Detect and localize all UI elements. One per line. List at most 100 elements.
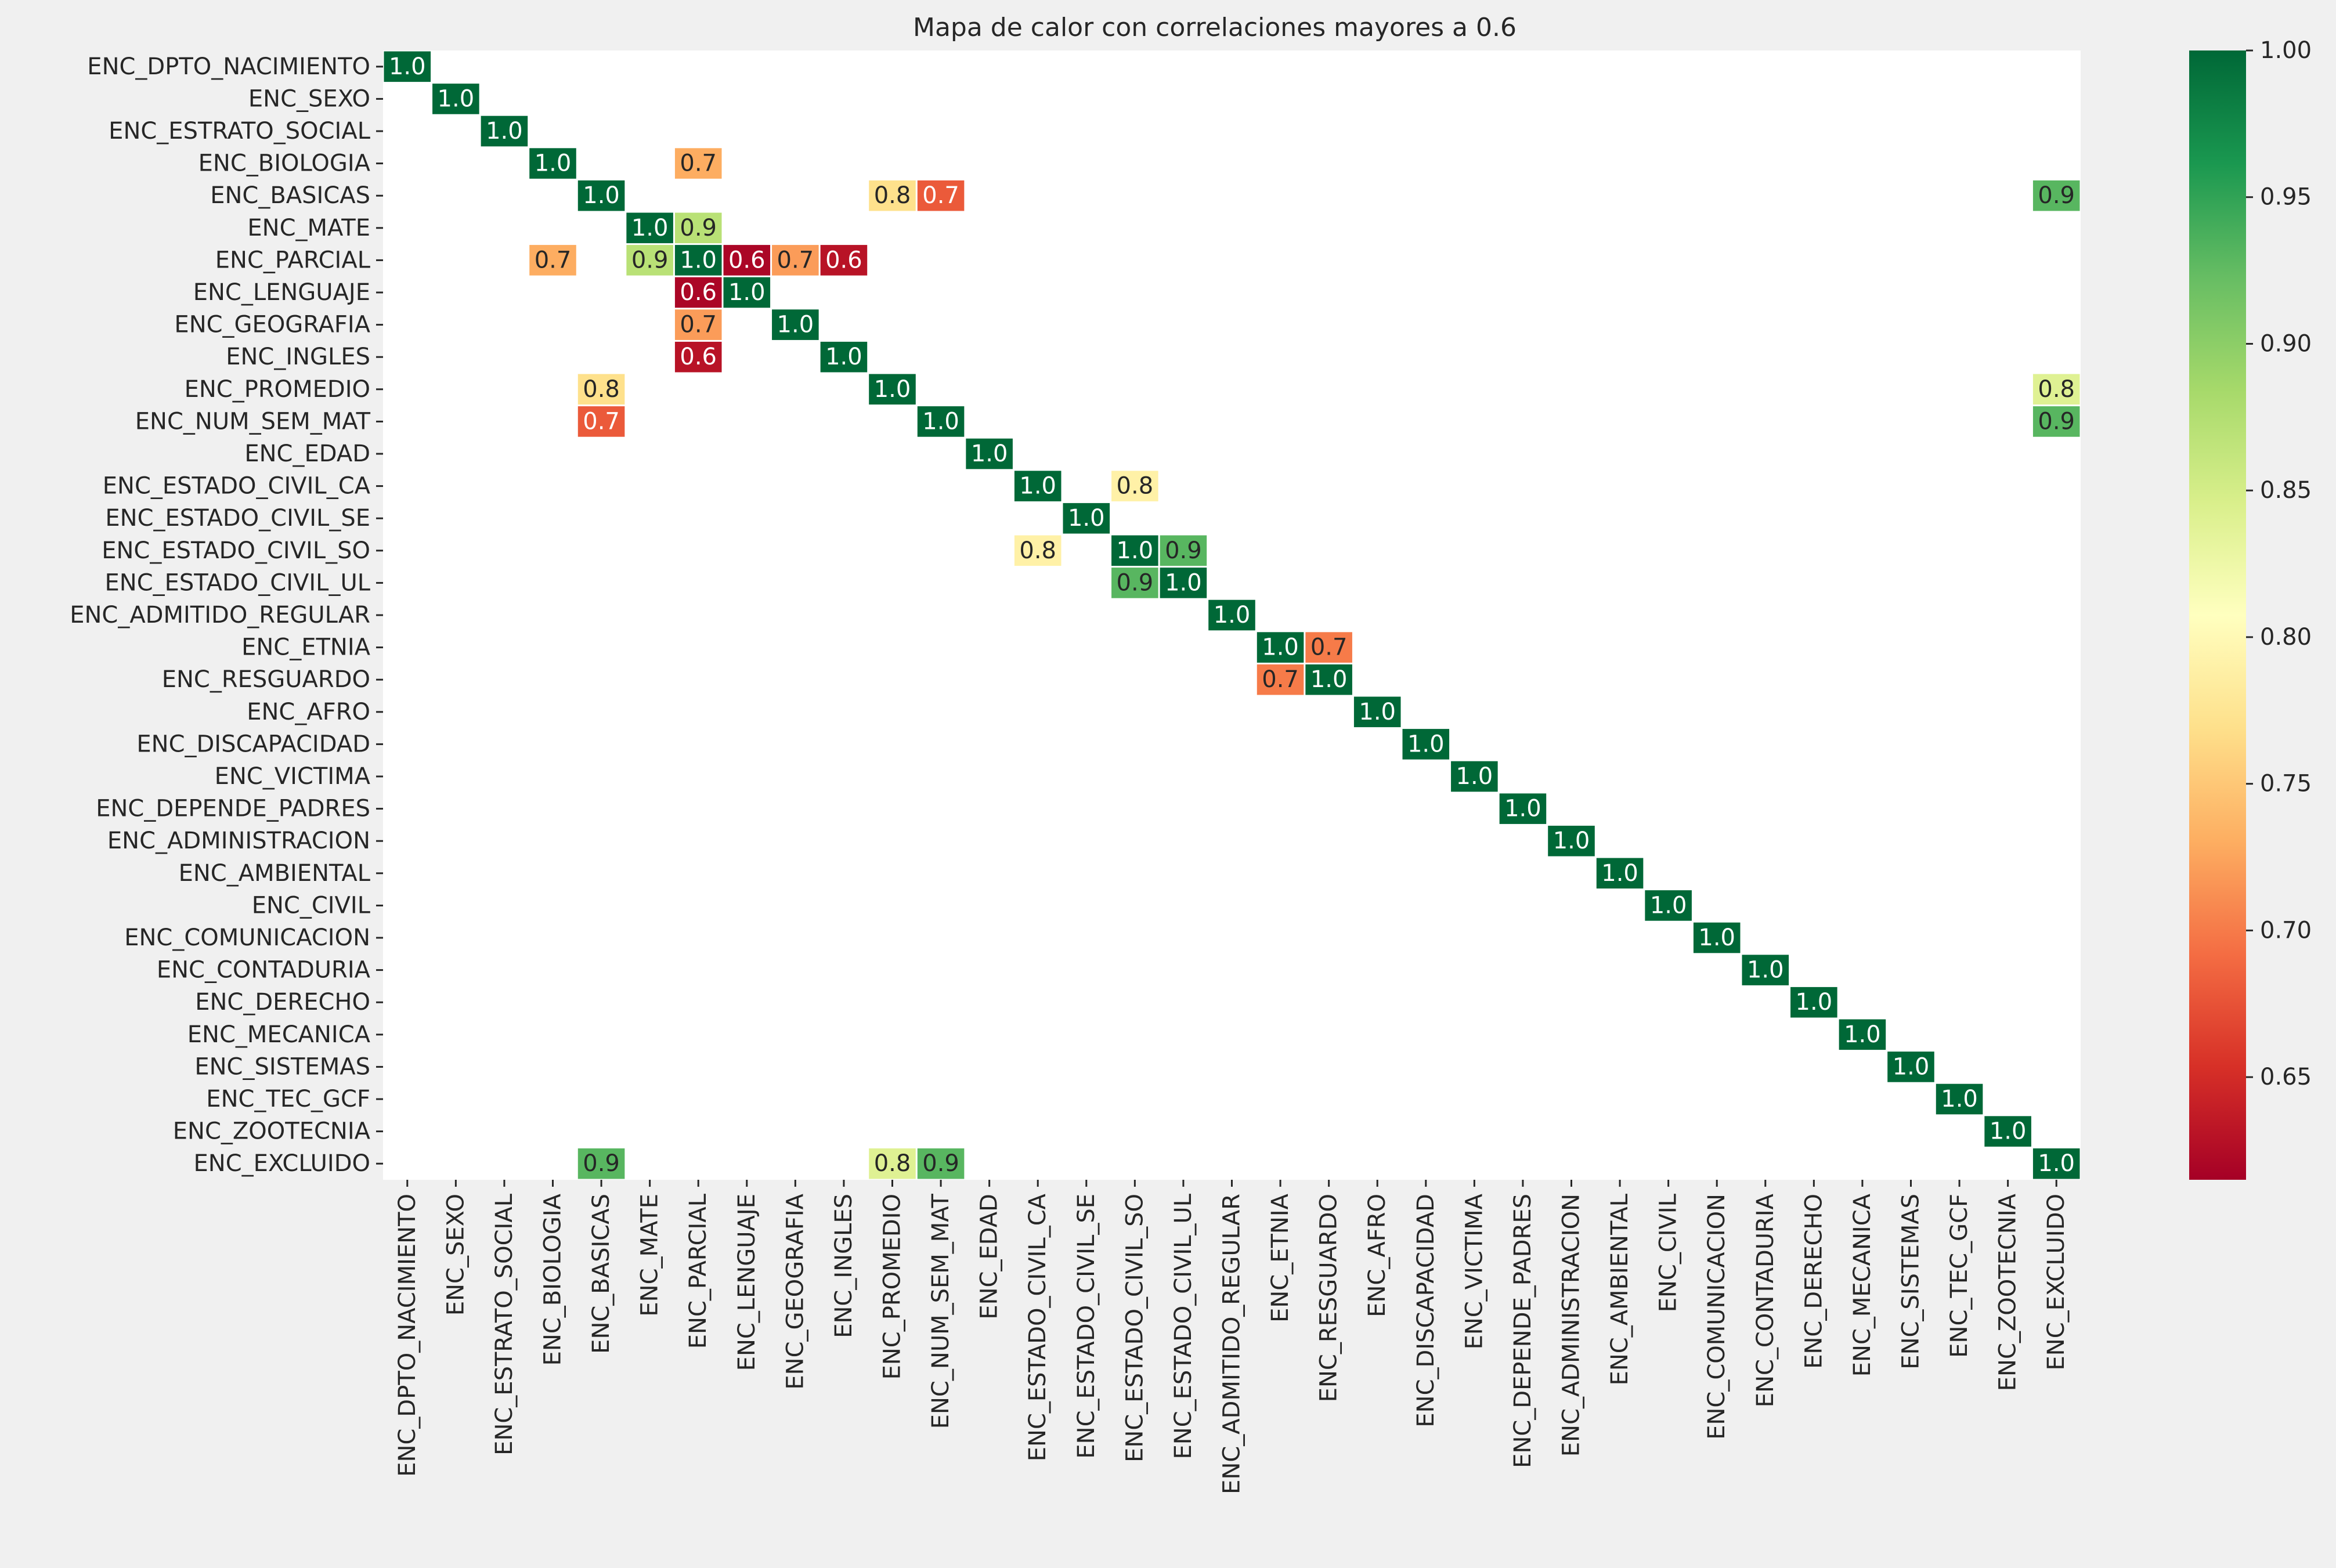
heatmap-cell <box>2032 406 2080 437</box>
cell-value-label: 1.0 <box>1019 473 1056 500</box>
heatmap-cell <box>1936 1083 1983 1115</box>
colorbar-tick-label: 0.65 <box>2260 1064 2312 1090</box>
heatmap-cell <box>723 277 771 308</box>
cell-value-label: 1.0 <box>971 440 1008 467</box>
heatmap-cell <box>1353 696 1401 728</box>
cell-value-label: 0.9 <box>583 1150 620 1177</box>
y-tick-label: ENC_MECANICA <box>187 1021 371 1048</box>
x-tick-label: ENC_ESTADO_CIVIL_SO <box>1121 1194 1148 1462</box>
y-tick-label: ENC_AMBIENTAL <box>179 860 371 887</box>
cell-value-label: 0.6 <box>825 247 862 273</box>
x-tick-label: ENC_PARCIAL <box>685 1193 712 1349</box>
cell-value-label: 1.0 <box>438 85 475 112</box>
cell-value-label: 1.0 <box>1310 666 1348 693</box>
cell-value-label: 1.0 <box>486 118 523 144</box>
heatmap-cell <box>917 406 965 437</box>
heatmap-cells: 0.7 0.8 0.7 0.9 0.9 0.7 0.9 0.6 0.7 0.6 0.6 0.7 0.6 0… <box>384 51 2080 1179</box>
heatmap-cell <box>1160 568 1207 598</box>
y-tick-label: ENC_LENGUAJE <box>193 279 370 306</box>
heatmap-cell <box>1111 535 1158 566</box>
heatmap-cell <box>626 245 673 276</box>
cell-value-label: 0.8 <box>1019 537 1056 564</box>
y-tick-label: ENC_ADMITIDO_REGULAR <box>70 602 370 628</box>
cell-value-label: 1.0 <box>1747 957 1784 984</box>
cell-value-label: 0.7 <box>1262 666 1299 693</box>
x-tick-label: ENC_COMUNICACION <box>1703 1194 1730 1440</box>
cell-value-label: 0.6 <box>680 279 717 306</box>
y-tick-label: ENC_SEXO <box>248 85 370 112</box>
cell-value-label: 1.0 <box>1553 828 1590 854</box>
y-tick-label: ENC_NUM_SEM_MAT <box>135 408 371 435</box>
heatmap-cell <box>577 1148 625 1179</box>
y-tick-label: ENC_BASICAS <box>210 182 370 209</box>
x-tick-label: ENC_EXCLUIDO <box>2043 1194 2070 1370</box>
y-tick-label: ENC_CIVIL <box>252 892 371 919</box>
heatmap-cell <box>869 1148 916 1179</box>
cell-value-label: 1.0 <box>1262 634 1299 661</box>
y-tick-label: ENC_ESTADO_CIVIL_SO <box>102 537 370 564</box>
cell-value-label: 1.0 <box>874 376 911 403</box>
cell-value-label: 0.6 <box>680 344 717 370</box>
heatmap-cell <box>529 245 576 276</box>
heatmap-cell <box>529 148 576 179</box>
x-tick-label: ENC_MECANICA <box>1849 1193 1876 1376</box>
cell-value-label: 0.9 <box>2038 408 2075 435</box>
x-tick-label: ENC_ADMINISTRACION <box>1558 1194 1585 1457</box>
y-tick-label: ENC_CONTADURIA <box>157 957 371 984</box>
x-tick-label: ENC_SISTEMAS <box>1898 1194 1925 1370</box>
y-tick-label: ENC_DISCAPACIDAD <box>136 731 370 757</box>
x-tick-label: ENC_ESTADO_CIVIL_UL <box>1170 1193 1197 1459</box>
y-tick-label: ENC_MATE <box>247 215 370 241</box>
heatmap-cell <box>432 84 479 114</box>
cell-value-label: 1.0 <box>728 279 766 306</box>
x-tick-label: ENC_MATE <box>637 1194 663 1317</box>
heatmap-cell <box>1014 535 1062 566</box>
heatmap-cell <box>674 341 722 373</box>
heatmap-cell <box>577 180 625 211</box>
heatmap-cell <box>674 245 722 276</box>
cell-value-label: 1.0 <box>680 247 717 273</box>
cell-value-label: 1.0 <box>1117 537 1154 564</box>
x-tick-label: ENC_DERECHO <box>1800 1194 1827 1369</box>
heatmap-cell <box>577 374 625 405</box>
heatmap-cell <box>820 341 868 373</box>
x-tick-label: ENC_VICTIMA <box>1461 1193 1487 1349</box>
y-tick-label: ENC_ADMINISTRACION <box>107 828 370 854</box>
x-tick-label: ENC_BASICAS <box>588 1194 615 1354</box>
y-tick-label: ENC_RESGUARDO <box>162 666 370 693</box>
cell-value-label: 0.8 <box>2038 376 2075 403</box>
x-tick-label: ENC_CIVIL <box>1655 1193 1682 1312</box>
cell-value-label: 1.0 <box>389 53 426 80</box>
x-tick-label: ENC_PROMEDIO <box>879 1194 906 1379</box>
heatmap-cell <box>1645 890 1692 921</box>
heatmap-cell <box>772 309 819 340</box>
heatmap-cell <box>1451 761 1498 792</box>
heatmap-cell <box>966 438 1013 469</box>
heatmap-cell <box>723 245 771 276</box>
x-tick-label: ENC_EDAD <box>976 1194 1003 1320</box>
heatmap-cell <box>772 245 819 276</box>
x-tick-label: ENC_ESTADO_CIVIL_SE <box>1073 1194 1100 1459</box>
cell-value-label: 0.6 <box>728 247 766 273</box>
y-tick-label: ENC_ESTADO_CIVIL_SE <box>105 505 370 532</box>
y-tick-label: ENC_ZOOTECNIA <box>173 1118 371 1145</box>
heatmap-cell <box>674 309 722 340</box>
y-tick-label: ENC_SISTEMAS <box>194 1053 370 1080</box>
colorbar-tick-label: 1.00 <box>2260 37 2312 64</box>
cell-value-label: 0.8 <box>1117 473 1154 500</box>
chart-title: Mapa de calor con correlaciones mayores … <box>913 13 1517 42</box>
cell-value-label: 1.0 <box>1893 1053 1930 1080</box>
cell-value-label: 0.9 <box>680 215 717 241</box>
cell-value-label: 0.9 <box>1117 569 1154 596</box>
cell-value-label: 0.7 <box>680 312 717 338</box>
cell-value-label: 1.0 <box>535 150 572 177</box>
heatmap-cell <box>1548 825 1595 857</box>
y-tick-label: ENC_BIOLOGIA <box>198 150 371 177</box>
heatmap-cell <box>1839 1019 1886 1050</box>
colorbar-tick-label: 0.80 <box>2260 624 2312 651</box>
cell-value-label: 1.0 <box>1941 1086 1978 1112</box>
x-tick-label: ENC_ESTADO_CIVIL_CA <box>1024 1193 1051 1461</box>
heatmap-cell <box>674 277 722 308</box>
y-tick-label: ENC_DPTO_NACIMIENTO <box>87 53 370 80</box>
